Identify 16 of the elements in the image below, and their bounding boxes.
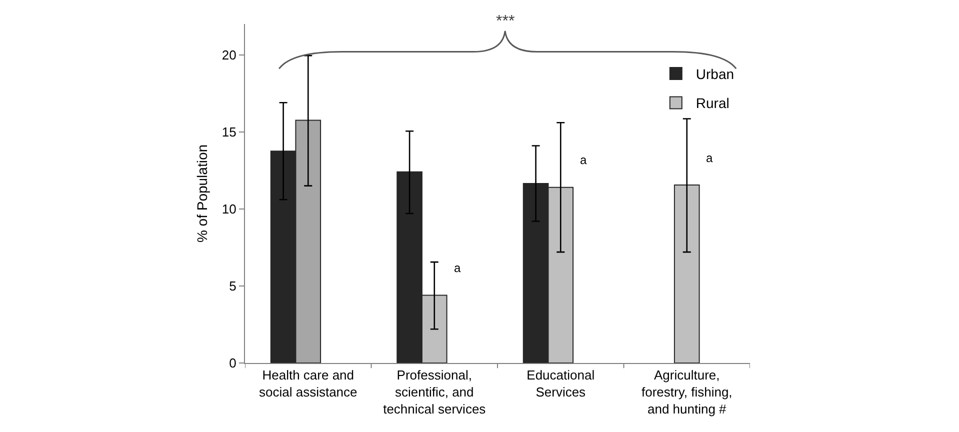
annotation: *** (496, 13, 515, 30)
legend-label: Rural (696, 95, 730, 112)
legend-label: Urban (696, 66, 734, 82)
x-tick-label: Educational Services (526, 368, 595, 400)
annotation: a (706, 151, 713, 165)
annotation: a (580, 153, 587, 167)
y-tick-label: 0 (229, 356, 236, 371)
x-tick-label: Agriculture, forestry, fishing, and hunting # (641, 368, 732, 416)
y-tick-label: 5 (229, 278, 236, 294)
x-tick-label: Professional, scientific, and technical services (383, 368, 486, 416)
y-tick-label: 20 (222, 47, 236, 62)
x-tick-label: Health care and social assistance (258, 368, 358, 400)
y-tick-label: 10 (222, 201, 236, 216)
y-axis-title: % of Population (194, 144, 210, 243)
y-tick-label: 15 (222, 124, 236, 140)
annotation: a (454, 261, 461, 275)
